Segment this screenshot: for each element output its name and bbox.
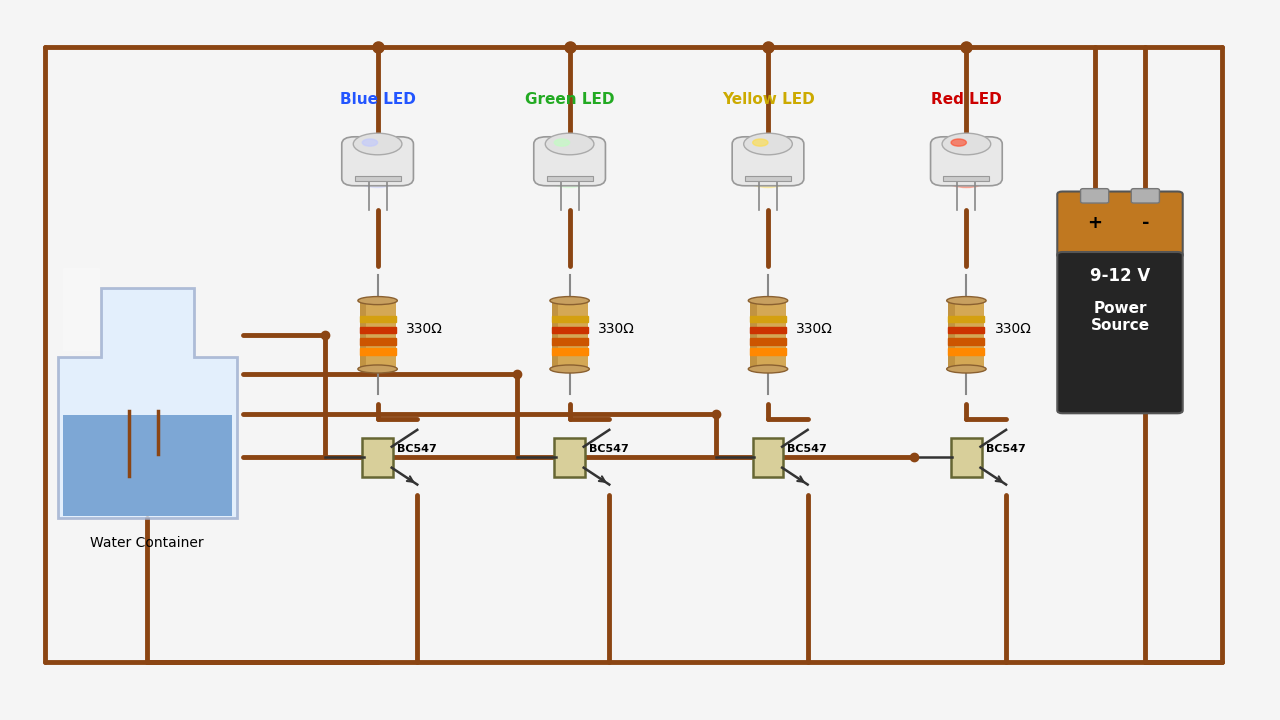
Ellipse shape [353,133,402,155]
Bar [360,327,396,333]
FancyBboxPatch shape [342,137,413,186]
Polygon shape [58,288,237,518]
Bar [360,301,396,369]
FancyBboxPatch shape [362,438,393,477]
Ellipse shape [550,365,589,373]
Ellipse shape [932,141,1002,188]
Bar [948,301,984,369]
Bar [948,348,984,355]
FancyBboxPatch shape [534,137,605,186]
Bar [948,338,984,345]
Bar [360,301,366,369]
Ellipse shape [942,133,991,155]
Bar [360,338,396,345]
FancyBboxPatch shape [63,268,100,351]
FancyBboxPatch shape [753,438,783,477]
Bar [745,176,791,181]
Text: -: - [1142,215,1149,233]
Ellipse shape [947,297,986,305]
Bar [750,315,786,323]
Bar [750,301,756,369]
Text: 330Ω: 330Ω [796,322,833,336]
Bar [360,315,396,323]
Text: Yellow LED: Yellow LED [722,91,814,107]
FancyBboxPatch shape [554,438,585,477]
Ellipse shape [744,133,792,155]
Text: Green LED: Green LED [525,91,614,107]
FancyBboxPatch shape [1080,189,1108,203]
Bar [552,338,588,345]
Bar [360,348,396,355]
Text: 330Ω: 330Ω [406,322,443,336]
FancyBboxPatch shape [951,438,982,477]
Text: BC547: BC547 [986,444,1025,454]
Text: 9-12 V: 9-12 V [1089,267,1151,285]
Bar [750,301,786,369]
Bar [750,348,786,355]
Ellipse shape [749,365,787,373]
Ellipse shape [362,139,378,146]
Text: BC547: BC547 [589,444,628,454]
Text: BC547: BC547 [787,444,827,454]
Ellipse shape [550,297,589,305]
Bar [355,176,401,181]
Text: +: + [1087,215,1102,233]
Ellipse shape [749,297,787,305]
Ellipse shape [545,133,594,155]
Bar [552,348,588,355]
Bar [552,327,588,333]
Bar [948,301,955,369]
Text: Red LED: Red LED [931,91,1002,107]
FancyBboxPatch shape [732,137,804,186]
Ellipse shape [753,139,768,146]
Bar [750,338,786,345]
Bar [948,327,984,333]
Ellipse shape [343,141,412,188]
Ellipse shape [358,297,397,305]
Bar [552,301,588,369]
Text: Blue LED: Blue LED [339,91,416,107]
Bar [948,315,984,323]
Ellipse shape [358,365,397,373]
Ellipse shape [951,139,966,146]
Bar [552,315,588,323]
FancyBboxPatch shape [1132,189,1160,203]
Text: Power
Source: Power Source [1091,301,1149,333]
Ellipse shape [535,141,605,188]
Text: 330Ω: 330Ω [995,322,1032,336]
Polygon shape [63,415,232,516]
FancyBboxPatch shape [1057,252,1183,413]
FancyBboxPatch shape [1057,192,1183,258]
Text: BC547: BC547 [397,444,436,454]
Bar [750,327,786,333]
Bar [547,176,593,181]
Bar [943,176,989,181]
Text: Water Container: Water Container [91,536,204,550]
Ellipse shape [554,139,570,146]
Ellipse shape [732,141,804,188]
Ellipse shape [947,365,986,373]
Text: 330Ω: 330Ω [598,322,635,336]
FancyBboxPatch shape [931,137,1002,186]
Bar [552,301,558,369]
